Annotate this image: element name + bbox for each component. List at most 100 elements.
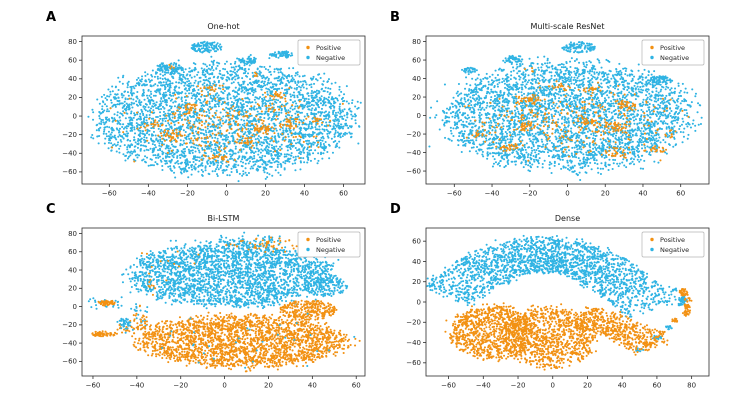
points-positive [139, 119, 160, 132]
panel-bi-lstm: C Bi-LSTM −60 −40 −20 0 20 40 60 −60 −40 −20 0 20 40 6… [30, 202, 374, 398]
x-tick-label: −40 [141, 190, 156, 198]
points-positive [199, 84, 221, 93]
points-positive [577, 86, 600, 93]
x-tick-label: −20 [180, 190, 195, 198]
points-positive [279, 116, 301, 130]
scatter-points [82, 40, 362, 183]
y-tick-label: 60 [68, 57, 77, 65]
axes-box [81, 227, 366, 377]
x-tick-label: 20 [583, 382, 592, 390]
points-negative [161, 312, 356, 369]
legend-label: Positive [316, 44, 341, 52]
legend: Positive Negative [297, 39, 361, 66]
points-positive [664, 129, 677, 139]
points-positive [279, 299, 338, 321]
y-tick-label: 40 [412, 258, 421, 266]
panel-title: Multi-scale ResNet [531, 22, 605, 31]
y-tick-label: 60 [412, 237, 421, 245]
points-positive [616, 99, 637, 112]
panel-letter: C [46, 202, 56, 217]
y-tick-label: −20 [406, 130, 421, 138]
points-positive [97, 299, 116, 307]
y-tick-label: −60 [62, 358, 77, 366]
axes-box [81, 35, 366, 185]
y-tick-label: 20 [68, 94, 77, 102]
y-axis-ticks: −60 −40 −20 0 20 40 60 [406, 237, 426, 367]
y-tick-label: −40 [62, 339, 77, 347]
plot-svg: Dense −60 −40 −20 0 20 40 60 80 −60 −40 −20 0 20 40 60 P… [406, 214, 710, 390]
legend-box [297, 39, 361, 66]
y-tick-label: 0 [417, 112, 421, 120]
points-negative [665, 325, 673, 331]
panel-letter: A [46, 10, 57, 25]
scatter-points [428, 41, 703, 181]
points-negative [120, 321, 134, 334]
panel-title: One-hot [207, 22, 239, 31]
y-tick-label: 0 [73, 303, 77, 311]
x-tick-label: 0 [565, 190, 569, 198]
y-axis-ticks: −60 −40 −20 0 20 40 60 80 [406, 38, 426, 175]
y-tick-label: −20 [406, 319, 421, 327]
legend-marker-positive [650, 237, 654, 242]
points-positive [497, 303, 599, 371]
x-tick-label: −40 [129, 382, 144, 390]
points-positive [128, 304, 151, 338]
x-tick-label: 60 [352, 382, 361, 390]
points-negative [561, 41, 596, 54]
points-negative [303, 275, 349, 298]
legend-marker-negative [650, 247, 654, 252]
points-positive [463, 80, 690, 162]
points-positive [253, 125, 276, 136]
plot-svg: Bi-LSTM −60 −40 −20 0 20 40 60 −60 −40 −20 0 20 40 60 8… [62, 214, 366, 390]
points-negative [428, 55, 703, 181]
points-negative [461, 66, 478, 74]
points-positive [643, 145, 668, 153]
points-positive [678, 288, 689, 297]
x-axis-ticks: −60 −40 −20 0 20 40 60 [447, 184, 685, 198]
legend-marker-positive [306, 237, 310, 242]
x-tick-label: −60 [102, 190, 117, 198]
x-tick-label: 20 [264, 382, 273, 390]
y-tick-label: −60 [62, 168, 77, 176]
y-tick-label: 0 [417, 298, 421, 306]
x-tick-label: −60 [441, 382, 456, 390]
legend-label: Negative [316, 54, 345, 62]
points-positive [109, 84, 344, 163]
x-tick-label: 80 [687, 382, 696, 390]
x-tick-label: −60 [86, 382, 101, 390]
legend-label: Positive [660, 44, 685, 52]
points-positive [671, 317, 679, 323]
legend: Positive Negative [297, 231, 361, 258]
legend-marker-positive [650, 45, 654, 50]
plot-svg: One-hot −60 −40 −20 0 20 40 60 −60 −40 −20 0 20 40 60 8… [62, 22, 366, 198]
panel-title: Dense [555, 214, 580, 223]
legend-marker-negative [650, 55, 654, 60]
y-axis-ticks: −60 −40 −20 0 20 40 60 80 [62, 38, 82, 176]
points-negative [237, 55, 257, 65]
y-tick-label: 20 [412, 93, 421, 101]
legend-label: Negative [660, 54, 689, 62]
points-positive [495, 143, 524, 152]
y-tick-label: 40 [412, 75, 421, 83]
points-negative [82, 54, 362, 183]
points-positive [444, 302, 538, 363]
points-positive [571, 306, 669, 356]
x-tick-label: 60 [676, 190, 685, 198]
points-positive [604, 120, 631, 134]
y-tick-label: 40 [68, 75, 77, 83]
y-tick-label: 60 [68, 248, 77, 256]
points-positive [600, 146, 632, 159]
legend-label: Negative [316, 246, 345, 254]
x-tick-label: −20 [522, 190, 537, 198]
points-negative [121, 239, 340, 310]
panel-multi-scale-resnet: B Multi-scale ResNet −60 −40 −20 0 20 40 60 −60−… [374, 10, 718, 206]
y-tick-label: 80 [412, 38, 421, 46]
y-tick-label: 20 [412, 278, 421, 286]
legend: Positive Negative [641, 231, 705, 258]
y-tick-label: 20 [68, 285, 77, 293]
x-tick-label: 60 [339, 190, 348, 198]
points-positive [253, 71, 258, 77]
plot-svg: Multi-scale ResNet −60 −40 −20 0 20 40 60 −60 −40… [406, 22, 710, 198]
panel-title: Bi-LSTM [208, 214, 240, 223]
points-positive [515, 93, 546, 107]
